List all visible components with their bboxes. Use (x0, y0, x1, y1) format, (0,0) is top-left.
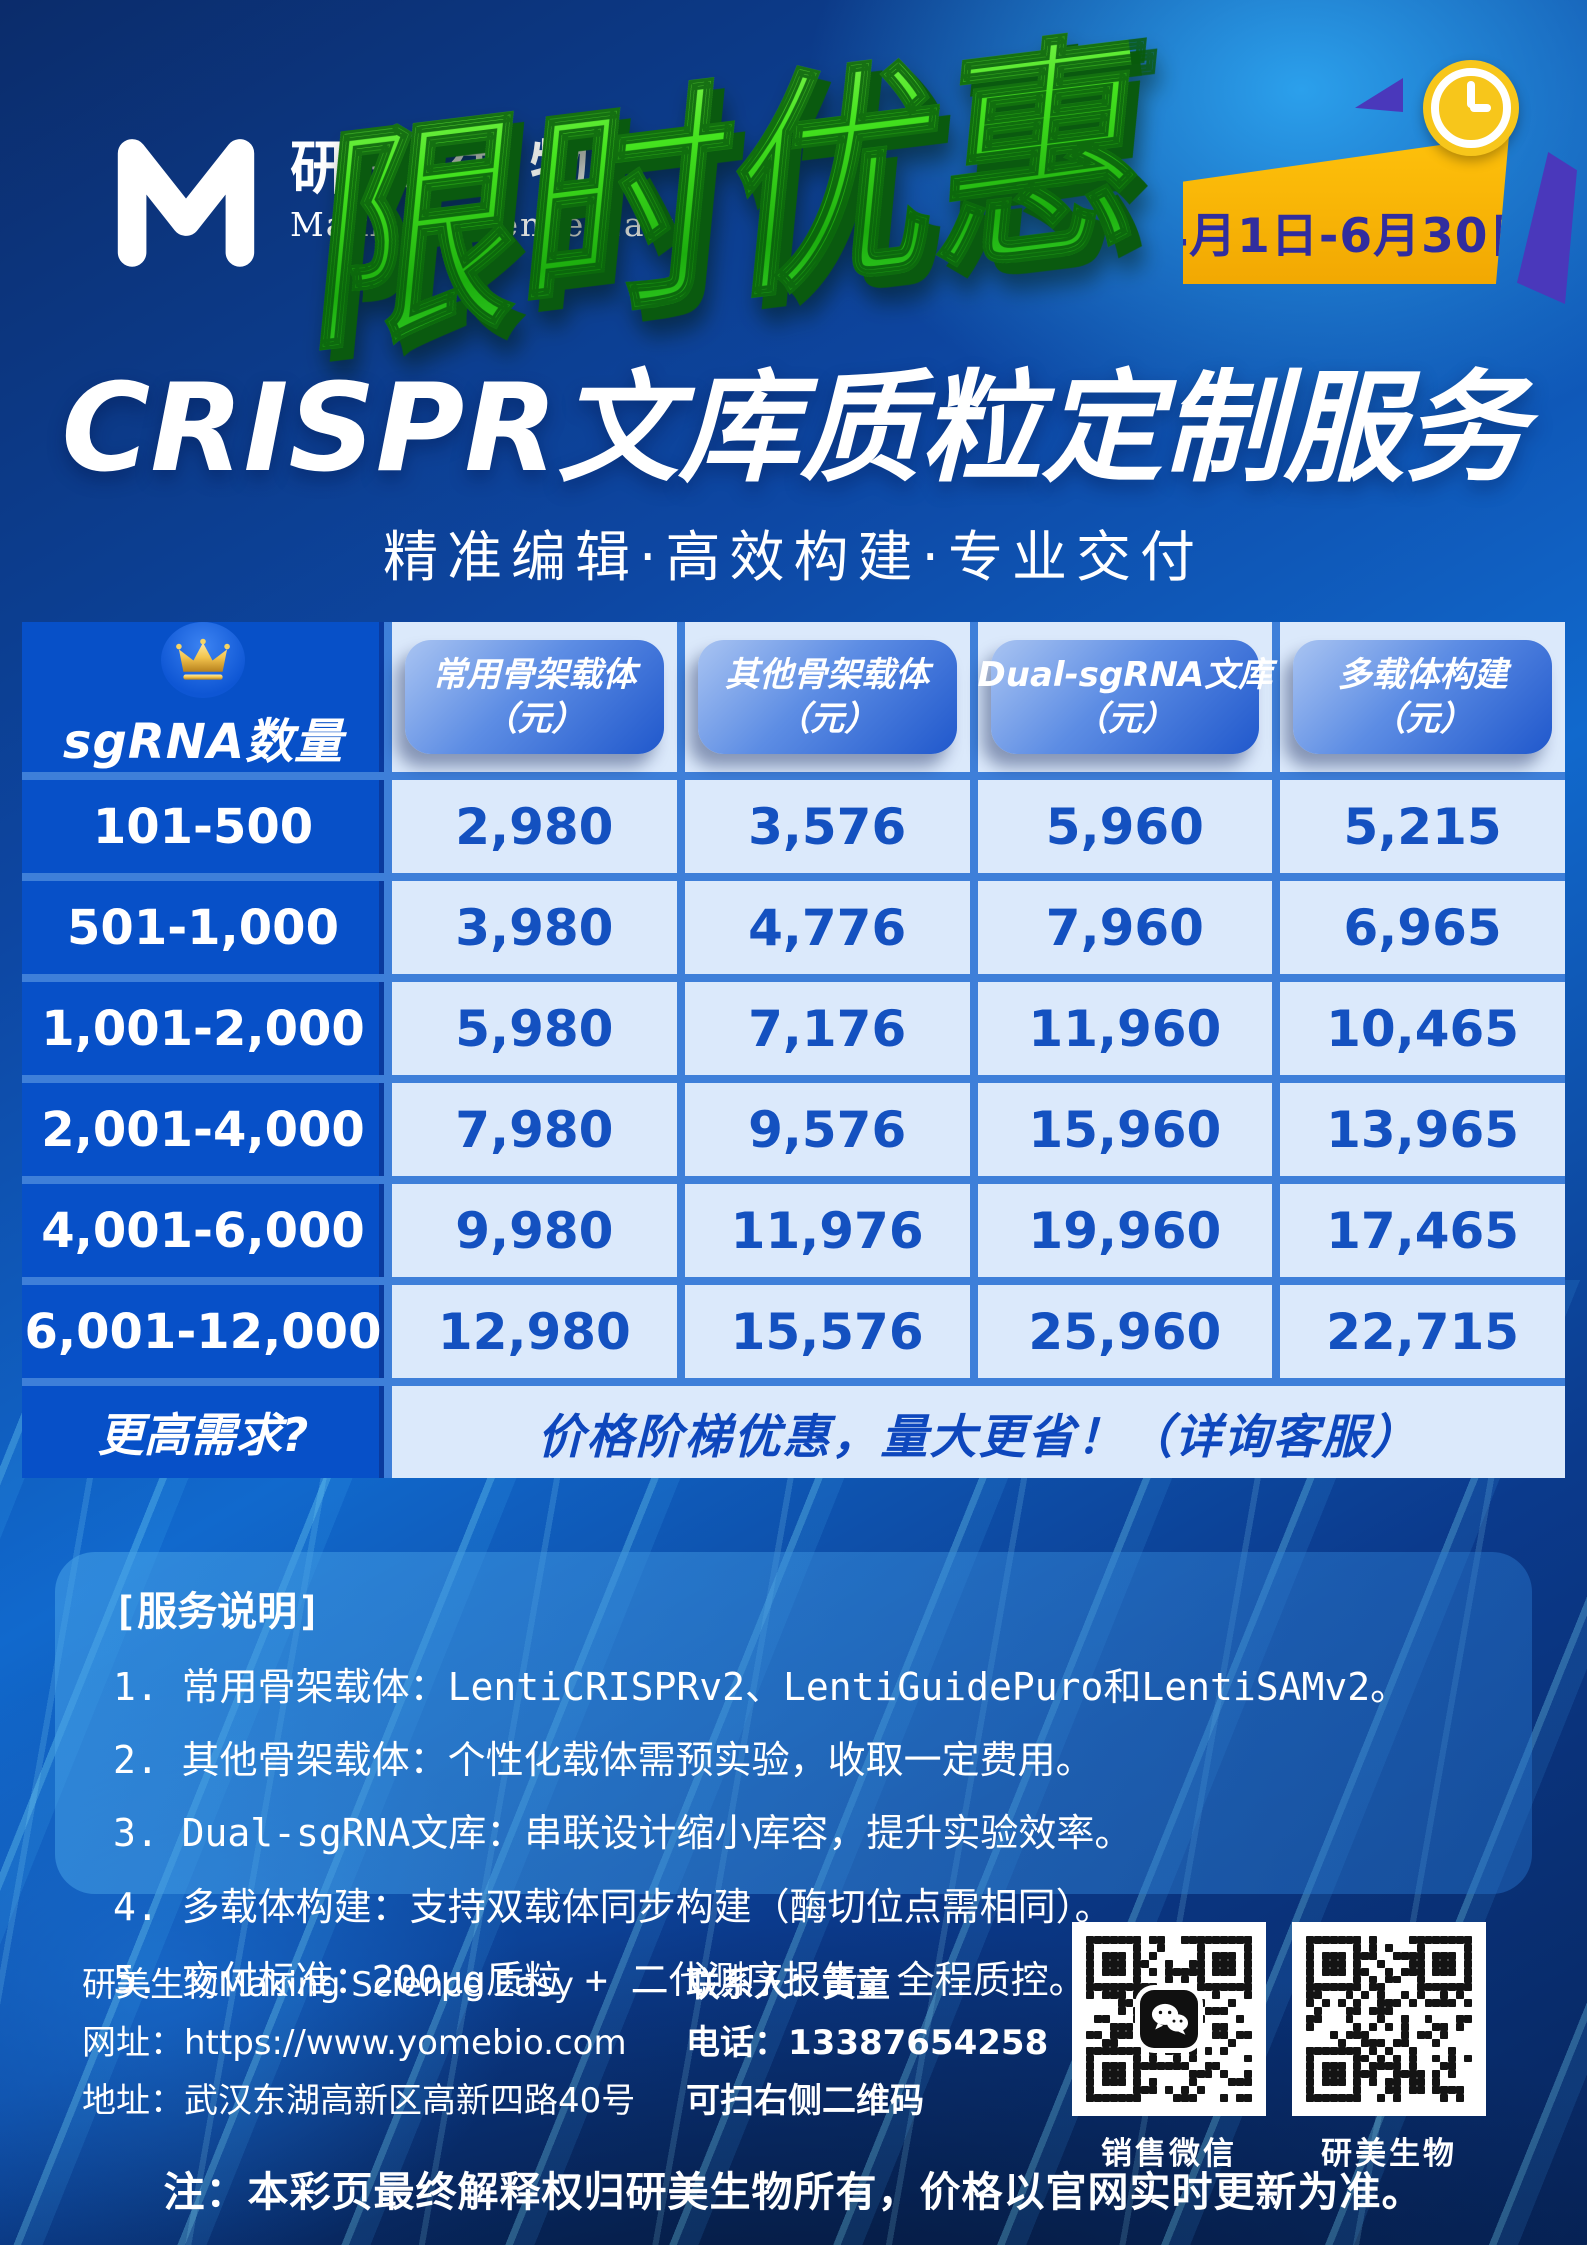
price-cell: 12,980 (392, 1285, 677, 1378)
clock-hand (1469, 103, 1492, 112)
brand-text: 研美生物 Making Science Easy (290, 138, 685, 244)
triangle-decoration (1517, 152, 1577, 304)
column-header-line1: 多载体构建 (1337, 654, 1508, 695)
column-header-cell: 多载体构建 （元） (1280, 622, 1565, 772)
wechat-qr-code (1072, 1922, 1266, 2116)
footer-company: 研美生物Making Science Easy (82, 1965, 575, 2005)
price-cell: 7,980 (392, 1083, 677, 1176)
row-label: 101-500 (22, 780, 384, 873)
price-cell: 9,576 (684, 1083, 970, 1176)
brand-slogan: Making Science Easy (290, 205, 685, 244)
price-cell: 17,465 (1280, 1184, 1565, 1277)
qr-pattern (1306, 1936, 1472, 2102)
footer-address: 地址：武汉东湖高新区高新四路40号 (82, 2081, 636, 2121)
company-qr-block: 研美生物 (1292, 1922, 1486, 2173)
column-header-line1: Dual-sgRNA文库 (977, 654, 1273, 695)
service-notes-panel: [服务说明] 1. 常用骨架载体：LentiCRISPRv2、LentiGuid… (55, 1552, 1532, 2002)
column-header: Dual-sgRNA文库 （元） (978, 640, 1272, 754)
brand-logo: 研美生物 Making Science Easy (110, 138, 685, 270)
more-demand-label: 更高需求? (22, 1386, 384, 1478)
column-header: 常用骨架载体 （元） (404, 640, 664, 754)
column-header: 多载体构建 （元） (1293, 640, 1553, 754)
price-cell: 5,960 (977, 780, 1273, 873)
date-range: 4月1日-6月30日 (1155, 209, 1537, 264)
column-header-line2: （元） (483, 699, 586, 739)
clock-face (1431, 68, 1511, 148)
price-table: sgRNA数量 常用骨架载体 （元） 其他骨架载体 （元） Dual-sgRNA… (22, 622, 1565, 1478)
page-subtitle: 精准编辑·高效构建·专业交付 (383, 525, 1204, 589)
clock-icon (1423, 60, 1519, 156)
footer-company-block: 研美生物Making Science Easy 网址：https://www.y… (82, 1956, 635, 2130)
price-cell: 10,465 (1280, 982, 1565, 1075)
service-note-item: 5. 交付标准：200μg质粒 + 二代测序报告，全程质控。 (113, 1957, 1087, 2002)
column-header: 其他骨架载体 （元） (697, 640, 957, 754)
column-header-line1: 常用骨架载体 (432, 654, 637, 695)
price-cell: 6,965 (1280, 881, 1565, 974)
company-qr-code (1292, 1922, 1486, 2116)
price-cell: 7,960 (977, 881, 1273, 974)
row-label: 1,001-2,000 (22, 982, 384, 1075)
column-header-line2: （元） (776, 699, 879, 739)
price-cell: 2,980 (392, 780, 677, 873)
m-logo-icon (110, 138, 262, 270)
row-label: 2,001-4,000 (22, 1083, 384, 1176)
column-header-cell: Dual-sgRNA文库 （元） (977, 622, 1273, 772)
column-header-line2: （元） (1371, 699, 1474, 739)
row-label: 501-1,000 (22, 881, 384, 974)
corner-label: sgRNA数量 (62, 714, 344, 770)
price-cell: 5,215 (1280, 780, 1565, 873)
service-note-item: 4. 多载体构建：支持双载体同步构建（酶切位点需相同）。 (113, 1884, 1113, 1929)
footer-scan-hint: 可扫右侧二维码 (686, 2081, 924, 2121)
price-cell: 3,980 (392, 881, 677, 974)
wechat-qr-block: 销售微信 (1072, 1922, 1266, 2173)
price-cell: 25,960 (977, 1285, 1273, 1378)
price-cell: 3,576 (684, 780, 970, 873)
row-label: 4,001-6,000 (22, 1184, 384, 1277)
price-cell: 5,980 (392, 982, 677, 1075)
wechat-icon (1140, 1990, 1198, 2048)
clock-hand (1466, 81, 1475, 108)
footer-contact: 联系人：黄童 (686, 1965, 890, 2005)
column-header-line2: （元） (1073, 699, 1176, 739)
service-note-item: 2. 其他骨架载体：个性化载体需预实验，收取一定费用。 (113, 1738, 1094, 1783)
disclaimer-note: 注：本彩页最终解释权归研美生物所有，价格以官网实时更新为准。 (163, 2168, 1424, 2216)
brand-name: 研美生物 (290, 138, 685, 199)
wechat-qr-label: 销售微信 (1101, 2136, 1237, 2172)
column-header-line1: 其他骨架载体 (725, 654, 930, 695)
service-notes-title: [服务说明] (113, 1589, 322, 1635)
footer-contact-block: 联系人：黄童 电话：13387654258 可扫右侧二维码 (686, 1956, 1048, 2130)
crown-icon (161, 622, 245, 698)
table-corner-header: sgRNA数量 (22, 622, 384, 772)
price-cell: 15,576 (684, 1285, 970, 1378)
tier-discount-note: 价格阶梯优惠，量大更省！（详询客服） (392, 1386, 1565, 1478)
price-cell: 7,176 (684, 982, 970, 1075)
price-cell: 11,960 (977, 982, 1273, 1075)
footer-phone: 电话：13387654258 (686, 2023, 1049, 2063)
price-cell: 4,776 (684, 881, 970, 974)
price-cell: 13,965 (1280, 1083, 1565, 1176)
price-cell: 9,980 (392, 1184, 677, 1277)
company-qr-label: 研美生物 (1321, 2136, 1457, 2172)
triangle-decoration (1355, 78, 1403, 112)
column-header-cell: 常用骨架载体 （元） (392, 622, 677, 772)
price-cell: 15,960 (977, 1083, 1273, 1176)
price-cell: 19,960 (977, 1184, 1273, 1277)
row-label: 6,001-12,000 (22, 1285, 384, 1378)
price-cell: 22,715 (1280, 1285, 1565, 1378)
price-cell: 11,976 (684, 1184, 970, 1277)
service-note-item: 3. Dual-sgRNA文库：串联设计缩小库容，提升实验效率。 (113, 1811, 1133, 1856)
service-note-item: 1. 常用骨架载体：LentiCRISPRv2、LentiGuidePuro和L… (113, 1665, 1409, 1709)
column-header-cell: 其他骨架载体 （元） (684, 622, 970, 772)
footer-website: 网址：https://www.yomebio.com (82, 2023, 627, 2063)
promo-date-badge: 4月1日-6月30日 (1165, 52, 1577, 304)
page-title: CRISPR文库质粒定制服务 (61, 358, 1526, 499)
